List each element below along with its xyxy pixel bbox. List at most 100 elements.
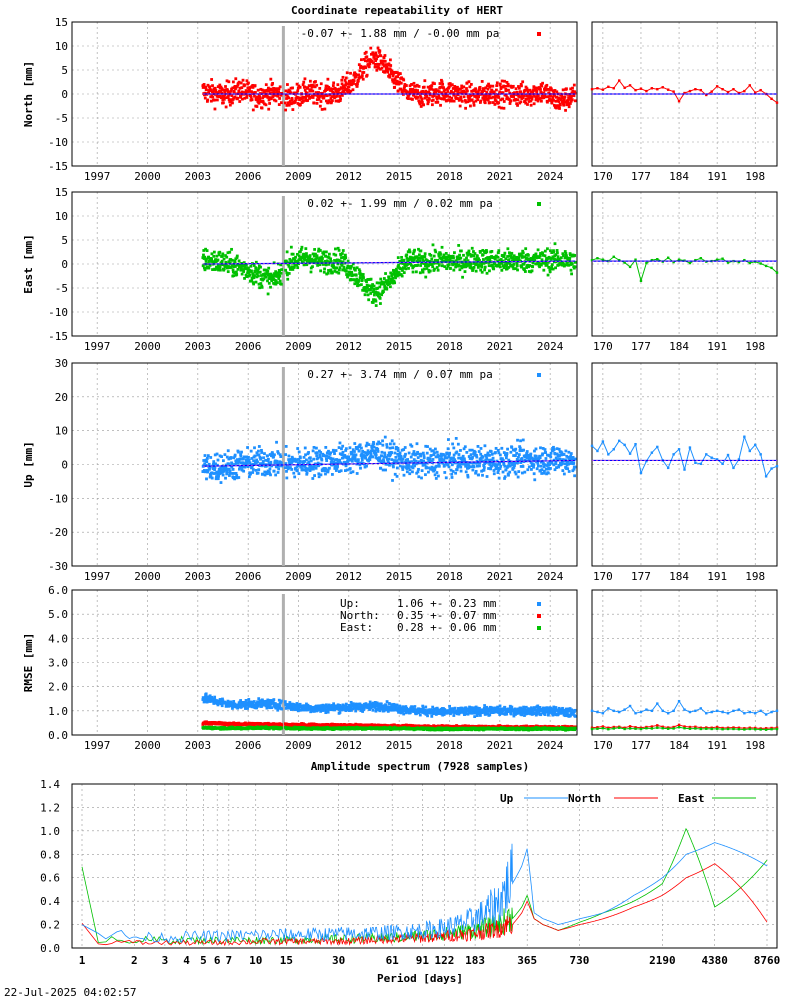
up-point	[429, 467, 432, 471]
east-point	[503, 251, 507, 255]
east-point	[308, 260, 312, 264]
east-point	[379, 302, 382, 305]
up-point	[411, 470, 414, 474]
up-point	[471, 456, 474, 459]
up-point	[275, 459, 279, 463]
north-point	[287, 96, 291, 100]
up-point	[398, 453, 402, 457]
east-point	[284, 268, 288, 272]
rmse-point	[400, 707, 404, 711]
east-point	[523, 268, 526, 272]
east-point	[543, 249, 547, 253]
up-ytick-label: 30	[55, 357, 68, 370]
north-point	[229, 99, 233, 102]
up-point	[234, 472, 238, 475]
up-recent-point	[672, 453, 675, 456]
up-point	[423, 463, 427, 466]
north-point	[255, 105, 259, 108]
up-point	[436, 455, 440, 458]
east-point	[317, 247, 321, 251]
north-point	[365, 73, 369, 77]
up-point	[340, 452, 344, 456]
up-point	[572, 461, 576, 465]
up-point	[205, 460, 209, 464]
rmse-point	[497, 707, 501, 711]
north-point	[306, 87, 310, 90]
up-recent-xtick-label: 170	[593, 570, 613, 583]
up-point	[273, 459, 277, 463]
east-point	[367, 284, 371, 288]
east-point	[353, 268, 357, 272]
up-point	[503, 477, 506, 480]
up-point	[544, 457, 548, 460]
up-point	[563, 462, 567, 466]
up-point	[218, 472, 221, 476]
north-point	[297, 84, 301, 88]
north-point	[376, 55, 380, 58]
rmse-point	[434, 713, 438, 716]
rmse-point	[252, 700, 256, 703]
north-point	[466, 89, 469, 93]
east-point	[505, 263, 509, 267]
north-point	[487, 96, 491, 100]
rmse-point	[310, 707, 314, 711]
rmse-point	[482, 708, 486, 712]
east-point	[323, 259, 327, 263]
east-point	[452, 256, 455, 260]
north-point	[548, 97, 551, 101]
rmse-point	[457, 712, 461, 716]
north-point	[528, 88, 532, 92]
up-point	[232, 472, 236, 475]
up-point	[302, 455, 306, 459]
north-recent-point	[645, 89, 648, 93]
up-point	[470, 448, 474, 452]
up-point	[213, 466, 217, 469]
up-point	[525, 452, 529, 455]
rmse-ytick-label: 2.0	[48, 681, 68, 694]
east-point	[344, 269, 348, 273]
up-point	[203, 454, 207, 457]
north-recent-point	[688, 89, 692, 93]
north-point	[343, 86, 347, 90]
north-point	[285, 93, 289, 97]
north-xtick-label: 1997	[84, 170, 111, 183]
north-point	[277, 103, 281, 106]
up-point	[546, 471, 550, 475]
up-point	[348, 446, 352, 450]
up-recent-point	[656, 445, 659, 449]
east-point	[393, 272, 397, 275]
up-point	[275, 465, 279, 469]
up-point	[317, 464, 320, 468]
up-point	[359, 461, 363, 465]
east-point	[322, 250, 326, 254]
up-point	[453, 458, 457, 462]
north-point	[251, 108, 255, 112]
east-point	[356, 284, 359, 288]
up-point	[447, 465, 451, 469]
north-point	[338, 99, 342, 102]
east-point	[212, 260, 215, 264]
east-point	[382, 282, 386, 286]
up-point	[318, 453, 322, 457]
rmse-point	[295, 704, 298, 708]
rmse-point	[319, 709, 323, 712]
east-point	[341, 260, 345, 264]
east-recent-point	[639, 279, 643, 282]
north-point	[294, 98, 298, 101]
up-point	[512, 454, 516, 457]
up-point	[225, 472, 229, 476]
up-point	[561, 469, 565, 472]
north-point	[405, 84, 408, 87]
north-point	[462, 95, 466, 99]
east-point	[377, 292, 381, 296]
up-point	[289, 458, 293, 461]
rmse-point	[344, 702, 348, 706]
east-point	[524, 247, 528, 251]
north-point	[493, 103, 497, 106]
rmse-point	[305, 702, 308, 706]
north-point	[453, 86, 457, 89]
north-point	[552, 90, 556, 94]
east-point	[440, 245, 444, 249]
up-point	[384, 462, 388, 466]
east-recent-point	[743, 258, 746, 262]
